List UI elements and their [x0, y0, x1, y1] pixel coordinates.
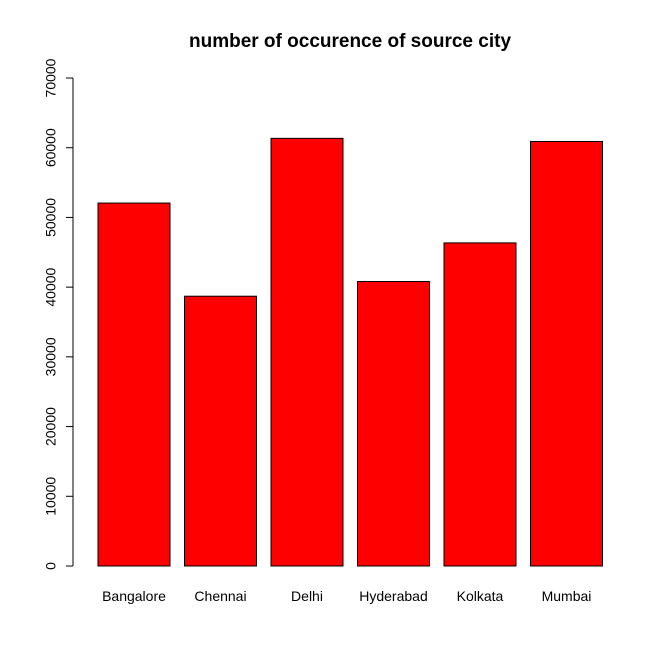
- y-tick-label: 30000: [43, 337, 59, 376]
- y-tick-label: 60000: [43, 128, 59, 167]
- y-axis: 0 10000 20000 30000 40000 50000 60000 70000: [43, 58, 74, 570]
- x-tick-label: Bangalore: [102, 588, 166, 604]
- y-tick-label: 40000: [43, 267, 59, 306]
- x-tick-label: Mumbai: [542, 588, 592, 604]
- x-tick-label: Delhi: [291, 588, 323, 604]
- chart-title: number of occurence of source city: [189, 31, 511, 52]
- y-tick-label: 20000: [43, 407, 59, 446]
- bars: [97, 137, 603, 567]
- y-tick-label: 70000: [43, 58, 59, 97]
- x-tick-label: Kolkata: [457, 588, 504, 604]
- bar-delhi: [270, 137, 344, 567]
- bar-kolkata: [443, 242, 517, 567]
- x-tick-label: Hyderabad: [359, 588, 428, 604]
- y-tick-label: 0: [43, 562, 59, 570]
- x-axis-labels: Bangalore Chennai Delhi Hyderabad Kolkata Mum…: [102, 588, 591, 604]
- bar-bangalore: [97, 202, 171, 567]
- x-tick-label: Chennai: [194, 588, 246, 604]
- bar-hyderabad: [357, 281, 430, 567]
- y-tick-label: 50000: [43, 198, 59, 237]
- y-tick-label: 10000: [43, 477, 59, 516]
- bar-chennai: [184, 295, 257, 567]
- bar-mumbai: [530, 140, 603, 567]
